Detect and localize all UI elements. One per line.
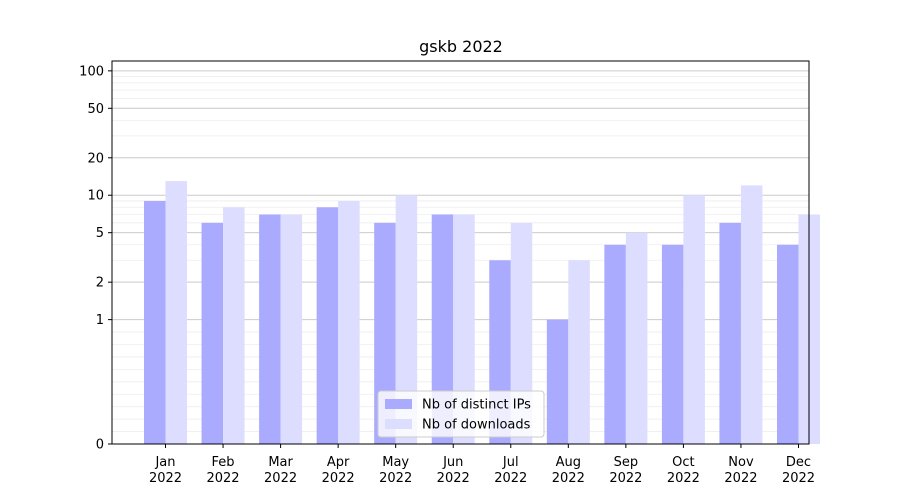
x-tick-label-month: Jan	[154, 455, 175, 470]
x-tick-label-month: Jul	[502, 455, 519, 470]
bar-downloads	[166, 181, 188, 444]
bar-distinct-ips	[777, 245, 799, 444]
x-tick-label-year: 2022	[782, 471, 815, 486]
bar-downloads	[338, 201, 360, 444]
x-tick-label-month: Sep	[614, 455, 639, 470]
y-tick-label: 50	[87, 102, 104, 117]
legend-label-downloads: Nb of downloads	[422, 418, 531, 433]
x-tick-label-month: May	[382, 455, 409, 470]
bar-downloads	[626, 233, 648, 444]
x-tick-label-year: 2022	[724, 471, 757, 486]
bar-distinct-ips	[662, 245, 684, 444]
x-tick-label-year: 2022	[149, 471, 182, 486]
x-tick-label-month: Nov	[728, 455, 754, 470]
x-tick-label-year: 2022	[437, 471, 470, 486]
x-tick-label-year: 2022	[322, 471, 355, 486]
y-tick-label: 10	[87, 189, 104, 204]
x-tick-label-month: Apr	[327, 455, 350, 470]
y-tick-label: 5	[96, 226, 104, 241]
legend-label-distinct-ips: Nb of distinct IPs	[422, 398, 531, 413]
legend-swatch-downloads	[385, 419, 412, 429]
x-tick-label-month: Aug	[556, 455, 581, 470]
x-tick-label-month: Oct	[672, 455, 694, 470]
y-tick-label: 100	[79, 64, 104, 79]
legend: Nb of distinct IPs Nb of downloads	[378, 391, 544, 437]
legend-swatch-distinct-ips	[385, 399, 412, 409]
bar-downloads	[281, 214, 303, 444]
bar-distinct-ips	[317, 207, 339, 444]
y-tick-label: 1	[96, 313, 104, 328]
bar-downloads	[741, 185, 763, 444]
x-tick-label-year: 2022	[552, 471, 585, 486]
x-tick-label-year: 2022	[379, 471, 412, 486]
x-tick-label-month: Mar	[268, 455, 293, 470]
x-tick-label-month: Jun	[442, 455, 463, 470]
x-tick-label-year: 2022	[609, 471, 642, 486]
x-tick-label-month: Feb	[212, 455, 235, 470]
bar-distinct-ips	[144, 201, 166, 444]
x-tick-label-year: 2022	[264, 471, 297, 486]
bar-distinct-ips	[719, 223, 741, 444]
bar-distinct-ips	[202, 223, 224, 444]
x-tick-label-year: 2022	[206, 471, 239, 486]
bar-distinct-ips	[259, 214, 281, 444]
y-tick-label: 20	[87, 151, 104, 166]
bar-downloads	[683, 195, 705, 444]
chart-title: gskb 2022	[419, 37, 503, 56]
x-tick-label-year: 2022	[494, 471, 527, 486]
bar-downloads	[223, 207, 245, 444]
y-tick-label: 2	[96, 276, 104, 291]
bar-distinct-ips	[604, 245, 626, 444]
bar-distinct-ips	[547, 320, 569, 444]
y-tick-label: 0	[96, 438, 104, 453]
x-tick-label-month: Dec	[786, 455, 811, 470]
bar-downloads	[568, 260, 590, 444]
x-tick-label-year: 2022	[667, 471, 700, 486]
